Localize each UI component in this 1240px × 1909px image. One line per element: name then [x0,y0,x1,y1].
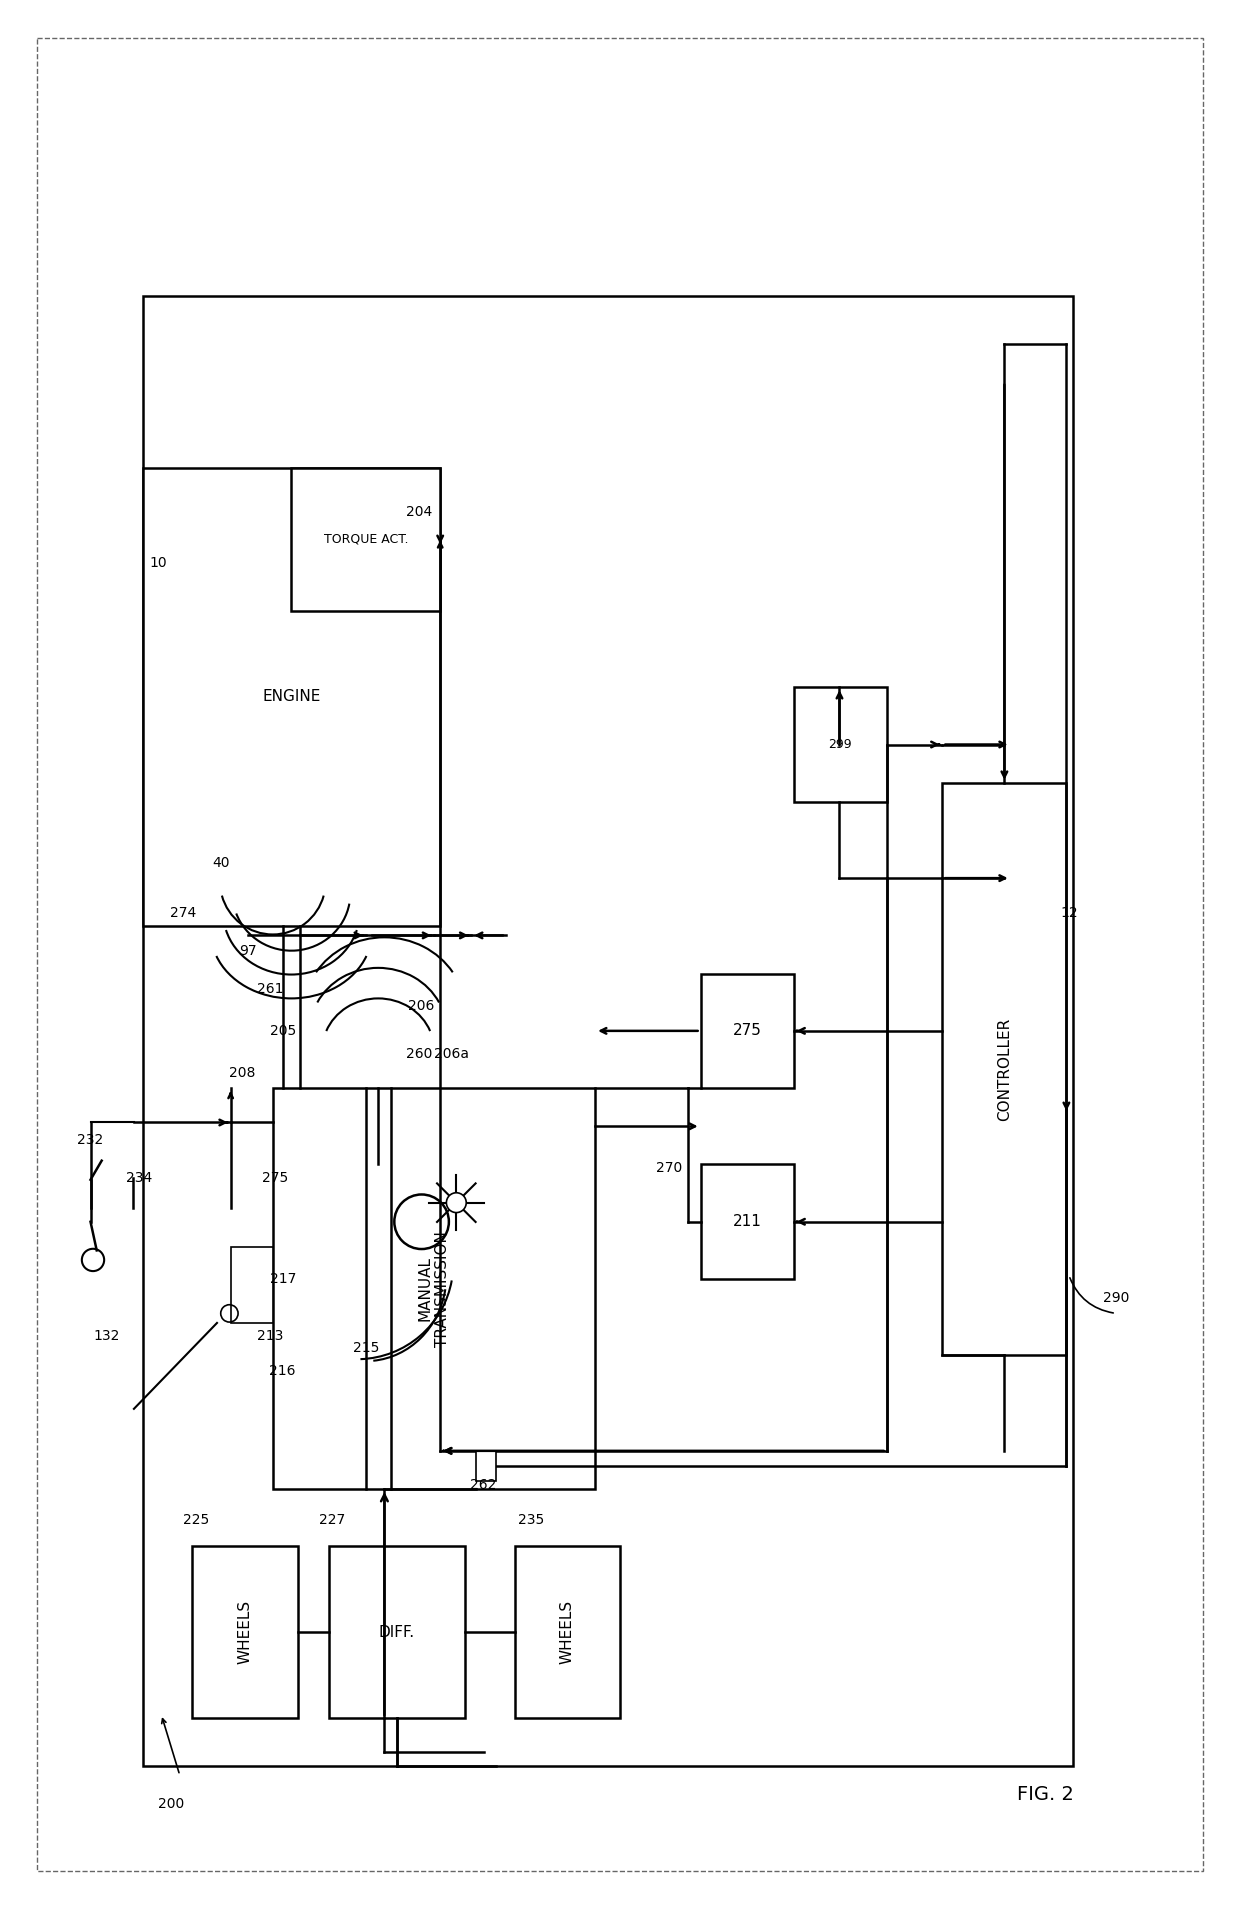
Text: WHEELS: WHEELS [559,1600,575,1665]
Text: 132: 132 [93,1329,120,1344]
Text: 260: 260 [405,1046,433,1061]
Text: ENGINE: ENGINE [262,689,321,704]
Text: WHEELS: WHEELS [237,1600,253,1665]
Text: 270: 270 [656,1161,683,1176]
Text: 299: 299 [828,739,852,750]
Text: 206a: 206a [434,1046,469,1061]
Text: 215: 215 [352,1340,379,1355]
Text: CONTROLLER: CONTROLLER [997,1017,1012,1121]
Bar [701,1164,794,1279]
Text: 205: 205 [269,1023,296,1038]
Bar [273,1088,595,1489]
Text: 200: 200 [157,1796,185,1812]
Bar [231,1247,273,1323]
Text: MANUAL
TRANSMISSION: MANUAL TRANSMISSION [418,1231,450,1346]
Text: FIG. 2: FIG. 2 [1017,1785,1074,1804]
Text: 216: 216 [269,1363,296,1378]
Bar [143,296,1073,1766]
Bar [701,974,794,1088]
Bar [329,1546,465,1718]
Text: 208: 208 [228,1065,255,1080]
Text: 213: 213 [257,1329,284,1344]
Bar [794,687,887,802]
Text: 290: 290 [1102,1290,1130,1306]
Bar [192,1546,298,1718]
Bar [143,468,440,926]
Text: 217: 217 [269,1271,296,1287]
Text: 204: 204 [405,504,433,519]
Text: 235: 235 [517,1512,544,1527]
Text: DIFF.: DIFF. [378,1625,415,1640]
Text: TORQUE ACT.: TORQUE ACT. [324,533,408,546]
Text: 234: 234 [125,1170,153,1185]
Text: 97: 97 [239,943,257,958]
Text: 206: 206 [408,998,435,1014]
Circle shape [446,1193,466,1212]
Text: 12: 12 [1060,905,1078,920]
Bar [476,1451,496,1481]
Text: 211: 211 [733,1214,761,1229]
Bar [942,783,1066,1355]
Text: 275: 275 [733,1023,761,1038]
Bar [291,468,440,611]
Text: 40: 40 [212,855,229,871]
Text: 262: 262 [470,1478,497,1493]
Text: 227: 227 [319,1512,346,1527]
Text: 232: 232 [77,1132,104,1147]
Bar [515,1546,620,1718]
Text: 275: 275 [262,1170,289,1185]
Text: 10: 10 [150,556,167,571]
Text: 261: 261 [257,981,284,996]
Text: 274: 274 [170,905,197,920]
Text: 225: 225 [182,1512,210,1527]
